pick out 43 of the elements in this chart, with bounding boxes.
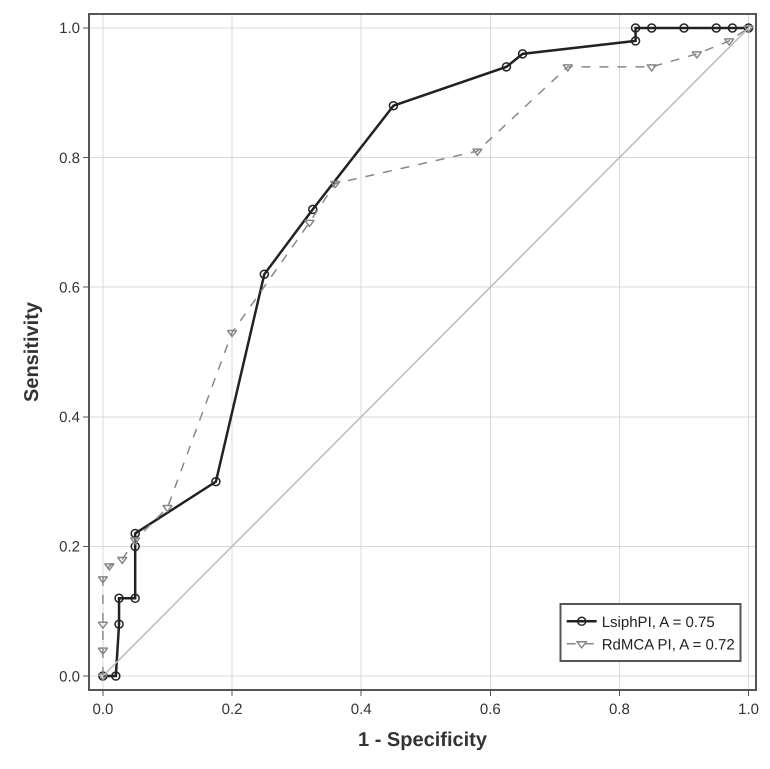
legend-label: LsiphPI, A = 0.75	[602, 614, 715, 632]
point	[111, 671, 121, 681]
point	[114, 594, 124, 604]
point	[260, 269, 270, 279]
y-tick-label: 1.0	[59, 20, 80, 38]
point	[114, 619, 124, 629]
y-tick-label: 0.0	[59, 668, 80, 686]
x-tick-label: 0.0	[92, 701, 114, 718]
x-tick-label: 1.0	[738, 701, 759, 718]
point	[304, 220, 315, 228]
x-tick-label: 0.8	[608, 701, 630, 718]
point	[712, 23, 722, 33]
point	[104, 563, 115, 571]
point	[679, 23, 689, 33]
point	[646, 23, 656, 33]
point	[98, 647, 108, 655]
legend-label: RdMCA PI, A = 0.72	[602, 636, 735, 654]
point	[162, 504, 173, 512]
point	[211, 476, 221, 486]
point	[130, 594, 140, 604]
point	[630, 36, 640, 46]
point	[692, 51, 702, 59]
point	[226, 330, 238, 338]
point	[472, 148, 483, 156]
point	[630, 23, 640, 33]
point	[728, 23, 738, 33]
point	[130, 528, 140, 538]
point	[98, 576, 108, 584]
y-tick-label: 0.4	[59, 409, 80, 426]
point	[98, 621, 108, 629]
point	[130, 542, 140, 552]
y-axis-title: Sensitivity	[21, 301, 44, 402]
x-tick-label: 0.6	[480, 701, 501, 718]
x-axis-title: 1 - Specificity	[358, 729, 488, 751]
point	[502, 62, 512, 72]
x-tick-label: 0.4	[350, 701, 372, 718]
point	[308, 204, 318, 214]
y-tick-label: 0.2	[59, 538, 80, 556]
y-tick-label: 0.8	[59, 150, 80, 167]
point	[388, 100, 398, 110]
y-tick-label: 0.6	[59, 279, 80, 296]
point	[518, 49, 528, 59]
x-tick-label: 0.2	[222, 701, 242, 718]
